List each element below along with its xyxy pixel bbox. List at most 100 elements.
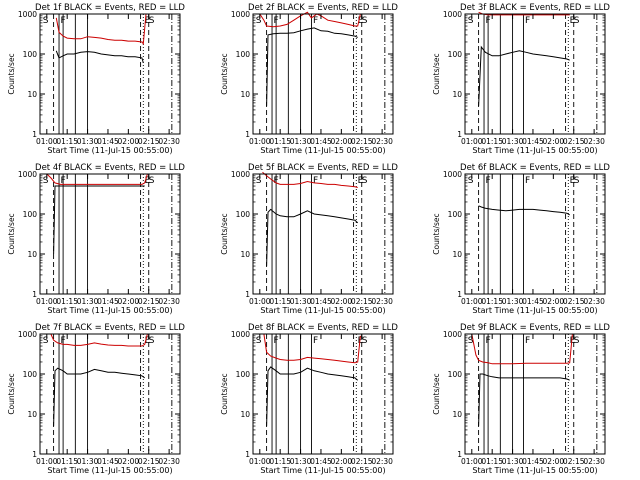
chart-panel-det-1: Det 1f BLACK = Events, RED = LLDFSES1101… (7, 3, 185, 155)
x-tick-label: 02:00 (543, 457, 565, 466)
marker-label: S (574, 336, 580, 346)
y-tick-label: 100 (236, 50, 251, 59)
x-tick-label: 02:30 (371, 137, 393, 146)
x-axis-label: Start Time (11-Jul-15 00:55:00) (47, 306, 172, 315)
chart-title: Det 7f BLACK = Events, RED = LLD (35, 323, 185, 333)
y-tick-label: 10 (27, 250, 37, 259)
y-axis-label: Counts/sec (7, 373, 16, 414)
x-tick-label: 02:30 (158, 137, 180, 146)
x-tick-label: 02:00 (543, 137, 565, 146)
marker-label: S (256, 336, 262, 346)
y-tick-label: 10 (452, 410, 462, 419)
x-tick-label: 02:00 (118, 297, 140, 306)
y-axis-label: Counts/sec (7, 53, 16, 94)
y-axis-label: Counts/sec (7, 213, 16, 254)
plot-frame (252, 333, 394, 455)
series-line-black (266, 208, 359, 267)
x-tick-label: 01:45 (97, 297, 119, 306)
y-tick-label: 100 (23, 370, 38, 379)
y-tick-label: 10 (452, 90, 462, 99)
marker-label: S (149, 336, 155, 346)
y-tick-label: 1 (457, 290, 462, 299)
y-tick-label: 1000 (18, 10, 37, 19)
series-line-black (478, 45, 570, 107)
y-tick-label: 1 (245, 130, 250, 139)
plot-frame (252, 13, 394, 135)
x-tick-label: 02:15 (563, 457, 585, 466)
x-tick-label: 01:00 (249, 297, 271, 306)
series-line-black (53, 185, 145, 255)
x-tick-label: 01:30 (290, 137, 312, 146)
y-tick-label: 100 (236, 370, 251, 379)
y-tick-label: 1 (245, 290, 250, 299)
x-tick-label: 02:30 (371, 297, 393, 306)
x-tick-label: 01:30 (502, 137, 524, 146)
plot-frame (39, 333, 181, 455)
x-tick-label: 01:15 (269, 297, 291, 306)
x-tick-label: 01:30 (290, 297, 312, 306)
y-tick-label: 10 (452, 250, 462, 259)
chart-title: Det 6f BLACK = Events, RED = LLD (460, 163, 610, 173)
y-axis-label: Counts/sec (432, 373, 441, 414)
x-tick-label: 02:00 (331, 297, 353, 306)
marker-label: E (145, 336, 151, 346)
y-tick-label: 1000 (231, 330, 250, 339)
x-tick-label: 01:15 (269, 137, 291, 146)
y-axis-label: Counts/sec (220, 213, 229, 254)
y-tick-label: 100 (23, 210, 38, 219)
x-axis-label: Start Time (11-Jul-15 00:55:00) (260, 306, 385, 315)
y-tick-label: 100 (23, 50, 38, 59)
chart-title: Det 5f BLACK = Events, RED = LLD (248, 163, 398, 173)
x-tick-label: 01:15 (56, 137, 78, 146)
y-tick-label: 1 (457, 450, 462, 459)
marker-label: E (145, 16, 151, 26)
y-tick-label: 10 (240, 250, 250, 259)
marker-label: S (574, 176, 580, 186)
x-tick-label: 02:15 (563, 137, 585, 146)
marker-label: S (256, 176, 262, 186)
y-tick-label: 1000 (443, 170, 462, 179)
marker-label: S (43, 336, 49, 346)
marker-label: E (570, 336, 576, 346)
y-tick-label: 1000 (443, 10, 462, 19)
y-tick-label: 1000 (18, 330, 37, 339)
marker-label: S (43, 176, 49, 186)
x-tick-label: 01:00 (249, 137, 271, 146)
chart-panel-det-3: Det 3f BLACK = Events, RED = LLDFFSES110… (432, 3, 610, 155)
x-tick-label: 01:45 (97, 137, 119, 146)
x-tick-label: 02:15 (138, 137, 160, 146)
series-line-black (55, 50, 144, 64)
y-tick-label: 1 (32, 450, 37, 459)
x-axis-label: Start Time (11-Jul-15 00:55:00) (260, 466, 385, 475)
y-tick-label: 10 (240, 410, 250, 419)
y-tick-label: 1 (457, 130, 462, 139)
series-line-red (471, 333, 573, 365)
marker-label: E (145, 176, 151, 186)
chart-title: Det 8f BLACK = Events, RED = LLD (248, 323, 398, 333)
x-tick-label: 01:45 (97, 457, 119, 466)
x-tick-label: 01:00 (36, 297, 58, 306)
marker-label: S (468, 16, 474, 26)
x-tick-label: 02:15 (351, 457, 373, 466)
marker-label: S (362, 336, 368, 346)
event-line-label: F (525, 176, 530, 186)
x-axis-label: Start Time (11-Jul-15 00:55:00) (472, 146, 597, 155)
x-tick-label: 01:00 (461, 137, 483, 146)
x-tick-label: 02:30 (583, 457, 605, 466)
x-axis-label: Start Time (11-Jul-15 00:55:00) (47, 146, 172, 155)
x-tick-label: 02:00 (118, 457, 140, 466)
x-tick-label: 01:45 (522, 457, 544, 466)
marker-label: S (574, 16, 580, 26)
y-tick-label: 10 (27, 90, 37, 99)
x-tick-label: 01:15 (269, 457, 291, 466)
x-tick-label: 02:30 (158, 297, 180, 306)
y-tick-label: 1 (245, 450, 250, 459)
y-tick-label: 10 (240, 90, 250, 99)
plot-frame (39, 13, 181, 135)
marker-label: E (358, 176, 364, 186)
y-tick-label: 100 (448, 370, 463, 379)
y-tick-label: 1 (32, 130, 37, 139)
chart-title: Det 4f BLACK = Events, RED = LLD (35, 163, 185, 173)
plot-frame (464, 13, 606, 135)
